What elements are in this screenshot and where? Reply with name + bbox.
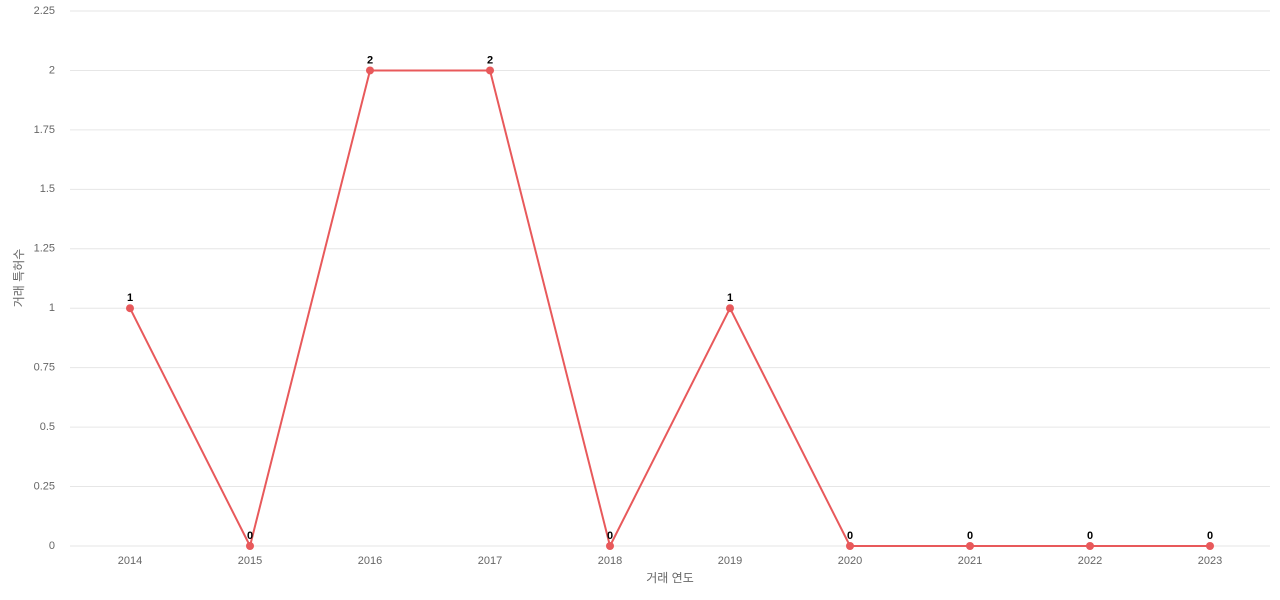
- data-label: 0: [607, 530, 613, 542]
- data-label: 1: [727, 292, 733, 304]
- y-tick-label: 1.25: [34, 243, 55, 255]
- data-label: 0: [247, 530, 253, 542]
- data-label: 0: [1207, 530, 1213, 542]
- point: [846, 542, 854, 550]
- x-axis-title: 거래 연도: [646, 571, 694, 585]
- x-tick-label: 2021: [958, 555, 982, 567]
- x-tick-label: 2022: [1078, 555, 1102, 567]
- point: [1206, 542, 1214, 550]
- point: [366, 66, 374, 75]
- y-tick-label: 0.25: [34, 480, 55, 492]
- data-label: 0: [1087, 530, 1093, 542]
- point: [606, 542, 614, 550]
- x-tick-label: 2018: [598, 555, 622, 567]
- point: [726, 304, 734, 313]
- point: [966, 542, 974, 550]
- x-tick-label: 2016: [358, 555, 382, 567]
- data-label: 1: [127, 292, 133, 304]
- line: [129, 69, 1210, 549]
- y-tick-label: 1: [49, 302, 55, 314]
- y-axis-title: 거래 특허수: [12, 249, 26, 308]
- data-label: 0: [967, 530, 973, 542]
- y-tick-label: 2: [49, 64, 55, 76]
- x-tick-label: 2015: [238, 555, 262, 567]
- y-tick-label: 2.25: [34, 5, 55, 17]
- x-tick-label: 2019: [718, 555, 742, 567]
- point: [126, 304, 134, 313]
- point: [486, 66, 494, 75]
- x-tick-label: 2017: [478, 555, 502, 567]
- y-tick-label: 0.75: [34, 362, 55, 374]
- x-tick-label: 2023: [1198, 555, 1222, 567]
- point: [1086, 542, 1094, 550]
- y-tick-label: 0.5: [40, 421, 55, 433]
- data-label: 2: [487, 54, 493, 66]
- data-label: 0: [847, 530, 853, 542]
- x-tick-label: 2014: [118, 555, 142, 567]
- y-tick-label: 1.5: [40, 183, 55, 195]
- x-tick-label: 2020: [838, 555, 862, 567]
- point: [246, 542, 254, 550]
- y-tick-label: 0: [49, 540, 55, 552]
- data-label: 2: [367, 54, 373, 66]
- y-tick-label: 1.75: [34, 124, 55, 136]
